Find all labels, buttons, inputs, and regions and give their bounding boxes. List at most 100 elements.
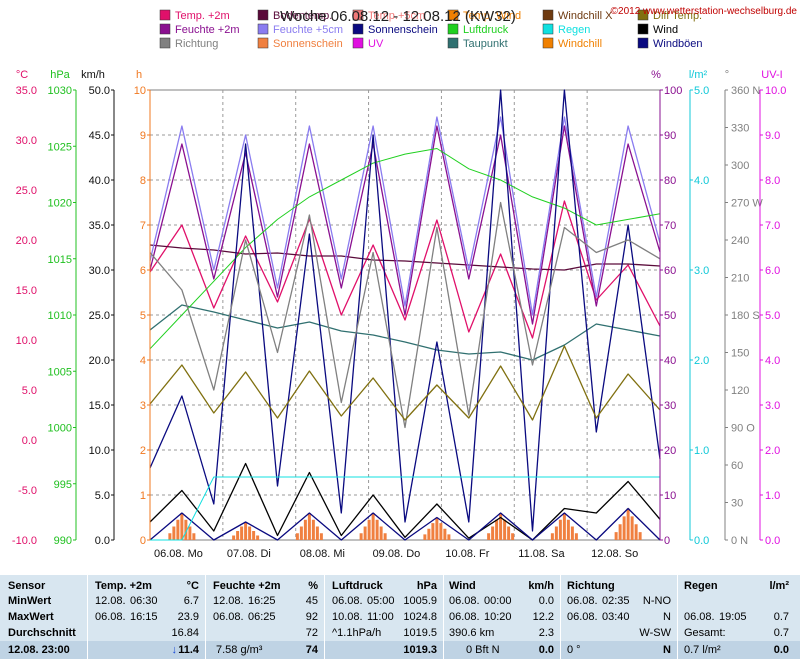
- legend-swatch: [257, 23, 269, 35]
- direction-tick-label: 210: [731, 273, 749, 285]
- sunshine-bar: [570, 526, 574, 540]
- temp-max-time: 16:15: [130, 611, 158, 623]
- temp-tick-label: 25.0: [16, 185, 37, 197]
- stats-header-sensor: Sensor: [8, 580, 46, 592]
- x-tick-label: 06.08. Mo: [154, 548, 203, 560]
- sunshine-bar: [236, 531, 240, 540]
- dir-min-date: 06.08.: [567, 595, 598, 607]
- hum-min-date: 12.08.: [213, 595, 244, 607]
- rain-max-date: 06.08.: [684, 611, 715, 623]
- legend-swatch: [447, 23, 459, 35]
- wind-max-time: 10:20: [484, 611, 512, 623]
- sunshine-bar: [188, 526, 192, 540]
- stats-header-humidity: Feuchte +2m: [213, 580, 281, 592]
- legend-label: Windchill X: [558, 10, 613, 22]
- direction-tick-label: 30: [731, 498, 743, 510]
- hum-max-date: 06.08.: [213, 611, 244, 623]
- pressure-tick-label: 1020: [48, 198, 72, 210]
- press-max-time: 11:00: [367, 611, 394, 623]
- stats-temp-col: Temp. +2m °C 12.08. 06:30 6.7 06.08. 16:15 23…: [87, 575, 205, 659]
- hours-tick-label: 1: [140, 490, 146, 502]
- stats-header-wind-unit: km/h: [528, 580, 554, 592]
- hum-min-time: 16:25: [248, 595, 276, 607]
- direction-tick-label: 300: [731, 160, 749, 172]
- temp-tick-label: 5.0: [22, 385, 37, 397]
- press-max-date: 10.08.: [332, 611, 363, 623]
- wind-tick-label: 40.0: [89, 175, 110, 187]
- wind-max-date: 06.08.: [449, 611, 480, 623]
- sunshine-bar: [315, 526, 319, 540]
- uv-tick-label: 0.0: [765, 535, 780, 547]
- sunshine-bar: [299, 526, 303, 540]
- sunshine-bar: [626, 508, 630, 540]
- uv-tick-label: 9.0: [765, 130, 780, 142]
- humidity-tick-label: 90: [664, 130, 676, 142]
- sunshine-bar: [499, 513, 503, 540]
- copyright: ©2012 www.wetterstation-wechselburg.de: [611, 6, 798, 17]
- uv-tick-label: 1.0: [765, 490, 780, 502]
- sunshine-bar: [558, 519, 562, 540]
- uv-tick-label: 3.0: [765, 400, 780, 412]
- press-min-date: 06.08.: [332, 595, 363, 607]
- rain-now-value: 0.0: [773, 644, 789, 656]
- series-line-richtung: [149, 201, 661, 429]
- humidity-axis-unit: %: [651, 69, 661, 81]
- temp-max-date: 06.08.: [95, 611, 126, 623]
- stats-humidity-col: Feuchte +2m% 12.08. 16:25 45 06.08. 06:25 92…: [205, 575, 324, 659]
- rain-tick-label: 5.0: [694, 85, 709, 97]
- temp-min-value: 6.7: [183, 595, 199, 607]
- legend-swatch: [542, 9, 554, 21]
- hum-now-value: 74: [305, 644, 318, 656]
- rain-tick-label: 2.0: [694, 355, 709, 367]
- x-tick-label: 12.08. So: [591, 548, 638, 560]
- sunshine-bar: [443, 528, 447, 540]
- legend-swatch: [352, 9, 364, 21]
- direction-tick-label: 150: [731, 348, 749, 360]
- direction-tick-label: 240: [731, 235, 749, 247]
- legend-swatch: [257, 37, 269, 49]
- uv-tick-label: 5.0: [765, 310, 780, 322]
- sunshine-bar: [232, 535, 236, 540]
- uv-tick-label: 2.0: [765, 445, 780, 457]
- press-now-value: 1019.3: [403, 644, 437, 656]
- series-line-windb-en: [149, 89, 661, 532]
- legend-swatch: [257, 9, 269, 21]
- press-avg-value: 1019.5: [403, 627, 437, 639]
- wind-max-value: 12.2: [532, 611, 554, 623]
- sunshine-bar: [319, 533, 323, 540]
- hours-tick-label: 5: [140, 310, 146, 322]
- press-trend: ^1.1hPa/h: [332, 627, 382, 639]
- rain-tick-label: 3.0: [694, 265, 709, 277]
- sunshine-bar: [363, 526, 367, 540]
- sunshine-bar: [566, 519, 570, 540]
- humidity-tick-label: 70: [664, 220, 676, 232]
- legend-swatch: [637, 23, 649, 35]
- legend-label: Temp.+5cm: [368, 10, 425, 22]
- sunshine-bar: [256, 535, 260, 540]
- stats-header-temp-unit: °C: [186, 580, 199, 592]
- hours-tick-label: 3: [140, 400, 146, 412]
- stats-header-temp: Temp. +2m: [95, 580, 152, 592]
- sunshine-bar: [618, 524, 622, 540]
- pressure-tick-label: 990: [54, 535, 72, 547]
- legend-label: Feuchte +2m: [175, 24, 240, 36]
- hours-tick-label: 6: [140, 265, 146, 277]
- dir-now-degrees: 0 °: [567, 644, 581, 656]
- series-lines: [149, 89, 661, 541]
- temp-min-time: 06:30: [130, 595, 158, 607]
- legend-label: Luftdruck: [463, 24, 509, 36]
- sunshine-bar: [435, 517, 439, 540]
- stats-header-humidity-unit: %: [308, 580, 318, 592]
- humidity-tick-label: 30: [664, 400, 676, 412]
- weather-week-chart: 06.08. Mo 07.08. Di 08.08. Mi 09.08. Do 10.0…: [12, 6, 798, 560]
- humidity-tick-label: 40: [664, 355, 676, 367]
- direction-tick-label: 360 N: [731, 85, 760, 97]
- sunshine-bar: [248, 526, 252, 540]
- sunshine-bar: [511, 533, 515, 540]
- dir-avg-value: W-SW: [639, 627, 671, 639]
- axes: 06.08. Mo 07.08. Di 08.08. Mi 09.08. Do 10.0…: [12, 69, 787, 560]
- wind-axis-unit: km/h: [81, 69, 105, 81]
- legend-label: Regen: [558, 24, 590, 36]
- sunshine-bar: [550, 533, 554, 540]
- stats-header-wind: Wind: [449, 580, 476, 592]
